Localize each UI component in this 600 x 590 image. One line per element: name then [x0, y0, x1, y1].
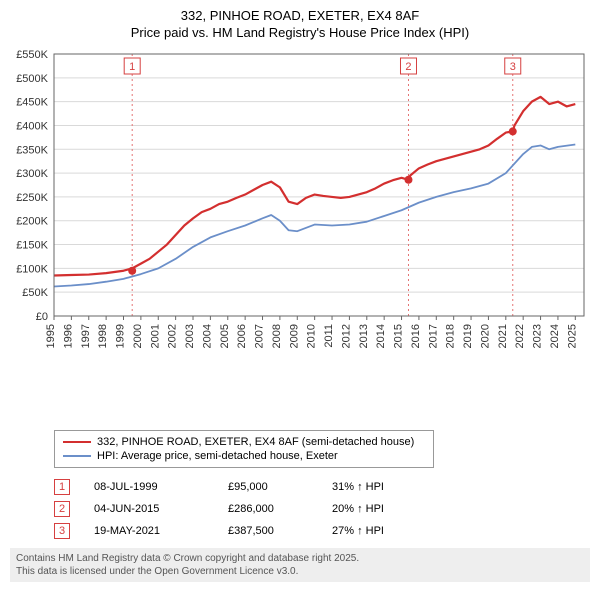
- svg-text:2025: 2025: [566, 324, 578, 348]
- svg-text:£300K: £300K: [16, 168, 48, 180]
- svg-text:2022: 2022: [514, 324, 526, 348]
- svg-text:1996: 1996: [62, 324, 74, 348]
- svg-text:£450K: £450K: [16, 96, 48, 108]
- svg-text:2007: 2007: [254, 324, 266, 348]
- annotation-row: 1 08-JUL-1999 £95,000 31% ↑ HPI: [54, 476, 590, 498]
- annotation-badge: 3: [54, 523, 70, 539]
- footer-line: Contains HM Land Registry data © Crown c…: [16, 552, 584, 565]
- svg-text:1999: 1999: [115, 324, 127, 348]
- legend-item: 332, PINHOE ROAD, EXETER, EX4 8AF (semi-…: [63, 435, 425, 449]
- footer-attribution: Contains HM Land Registry data © Crown c…: [10, 548, 590, 582]
- svg-text:2002: 2002: [167, 324, 179, 348]
- svg-text:£100K: £100K: [16, 263, 48, 275]
- annotation-price: £286,000: [228, 503, 308, 515]
- annotation-price: £387,500: [228, 525, 308, 537]
- svg-text:1: 1: [129, 61, 135, 73]
- legend-label: 332, PINHOE ROAD, EXETER, EX4 8AF (semi-…: [97, 436, 414, 448]
- annotation-date: 19-MAY-2021: [94, 525, 204, 537]
- svg-text:2017: 2017: [427, 324, 439, 348]
- svg-text:2001: 2001: [149, 324, 161, 348]
- annotation-table: 1 08-JUL-1999 £95,000 31% ↑ HPI 2 04-JUN…: [54, 476, 590, 542]
- annotation-row: 3 19-MAY-2021 £387,500 27% ↑ HPI: [54, 520, 590, 542]
- legend-label: HPI: Average price, semi-detached house,…: [97, 450, 338, 462]
- chart-plot-area: £0 £50K £100K £150K £200K £250K £300K £350K £400…: [10, 48, 590, 424]
- legend-item: HPI: Average price, semi-detached house,…: [63, 449, 425, 463]
- annotation-price: £95,000: [228, 481, 308, 493]
- svg-text:2015: 2015: [393, 324, 405, 348]
- svg-text:2019: 2019: [462, 324, 474, 348]
- svg-text:2010: 2010: [306, 324, 318, 348]
- svg-text:2012: 2012: [340, 324, 352, 348]
- legend-swatch: [63, 455, 91, 457]
- svg-text:2003: 2003: [184, 324, 196, 348]
- svg-text:£400K: £400K: [16, 120, 48, 132]
- svg-text:£350K: £350K: [16, 144, 48, 156]
- svg-text:2000: 2000: [132, 324, 144, 348]
- svg-text:2005: 2005: [219, 324, 231, 348]
- svg-text:2023: 2023: [532, 324, 544, 348]
- annotation-delta: 27% ↑ HPI: [332, 525, 384, 537]
- svg-text:2013: 2013: [358, 324, 370, 348]
- annotation-date: 04-JUN-2015: [94, 503, 204, 515]
- annotation-delta: 31% ↑ HPI: [332, 481, 384, 493]
- chart-title: 332, PINHOE ROAD, EXETER, EX4 8AF Price …: [10, 8, 590, 42]
- annotation-badge: 2: [54, 501, 70, 517]
- svg-text:2020: 2020: [479, 324, 491, 348]
- svg-text:2008: 2008: [271, 324, 283, 348]
- svg-text:2024: 2024: [549, 324, 561, 348]
- legend: 332, PINHOE ROAD, EXETER, EX4 8AF (semi-…: [54, 430, 434, 468]
- svg-text:2006: 2006: [236, 324, 248, 348]
- title-address: 332, PINHOE ROAD, EXETER, EX4 8AF: [10, 8, 590, 25]
- svg-text:2021: 2021: [497, 324, 509, 348]
- svg-text:£0: £0: [36, 311, 48, 323]
- svg-text:£550K: £550K: [16, 49, 48, 61]
- annotation-delta: 20% ↑ HPI: [332, 503, 384, 515]
- title-subtitle: Price paid vs. HM Land Registry's House …: [10, 25, 590, 42]
- annotation-row: 2 04-JUN-2015 £286,000 20% ↑ HPI: [54, 498, 590, 520]
- svg-text:2011: 2011: [323, 324, 335, 348]
- svg-text:1995: 1995: [45, 324, 57, 348]
- annotation-date: 08-JUL-1999: [94, 481, 204, 493]
- figure-container: 332, PINHOE ROAD, EXETER, EX4 8AF Price …: [0, 0, 600, 590]
- svg-text:3: 3: [510, 61, 516, 73]
- svg-text:2018: 2018: [445, 324, 457, 348]
- svg-text:2004: 2004: [201, 324, 213, 348]
- svg-text:1997: 1997: [80, 324, 92, 348]
- annotation-badge: 1: [54, 479, 70, 495]
- svg-text:2016: 2016: [410, 324, 422, 348]
- svg-text:£150K: £150K: [16, 239, 48, 251]
- line-chart: £0 £50K £100K £150K £200K £250K £300K £350K £400…: [10, 48, 590, 378]
- svg-text:£50K: £50K: [22, 287, 48, 299]
- svg-text:£200K: £200K: [16, 216, 48, 228]
- legend-swatch: [63, 441, 91, 443]
- svg-text:£250K: £250K: [16, 192, 48, 204]
- svg-text:1998: 1998: [97, 324, 109, 348]
- footer-line: This data is licensed under the Open Gov…: [16, 565, 584, 578]
- svg-text:2014: 2014: [375, 324, 387, 348]
- svg-text:2: 2: [405, 61, 411, 73]
- svg-text:£500K: £500K: [16, 73, 48, 85]
- svg-text:2009: 2009: [288, 324, 300, 348]
